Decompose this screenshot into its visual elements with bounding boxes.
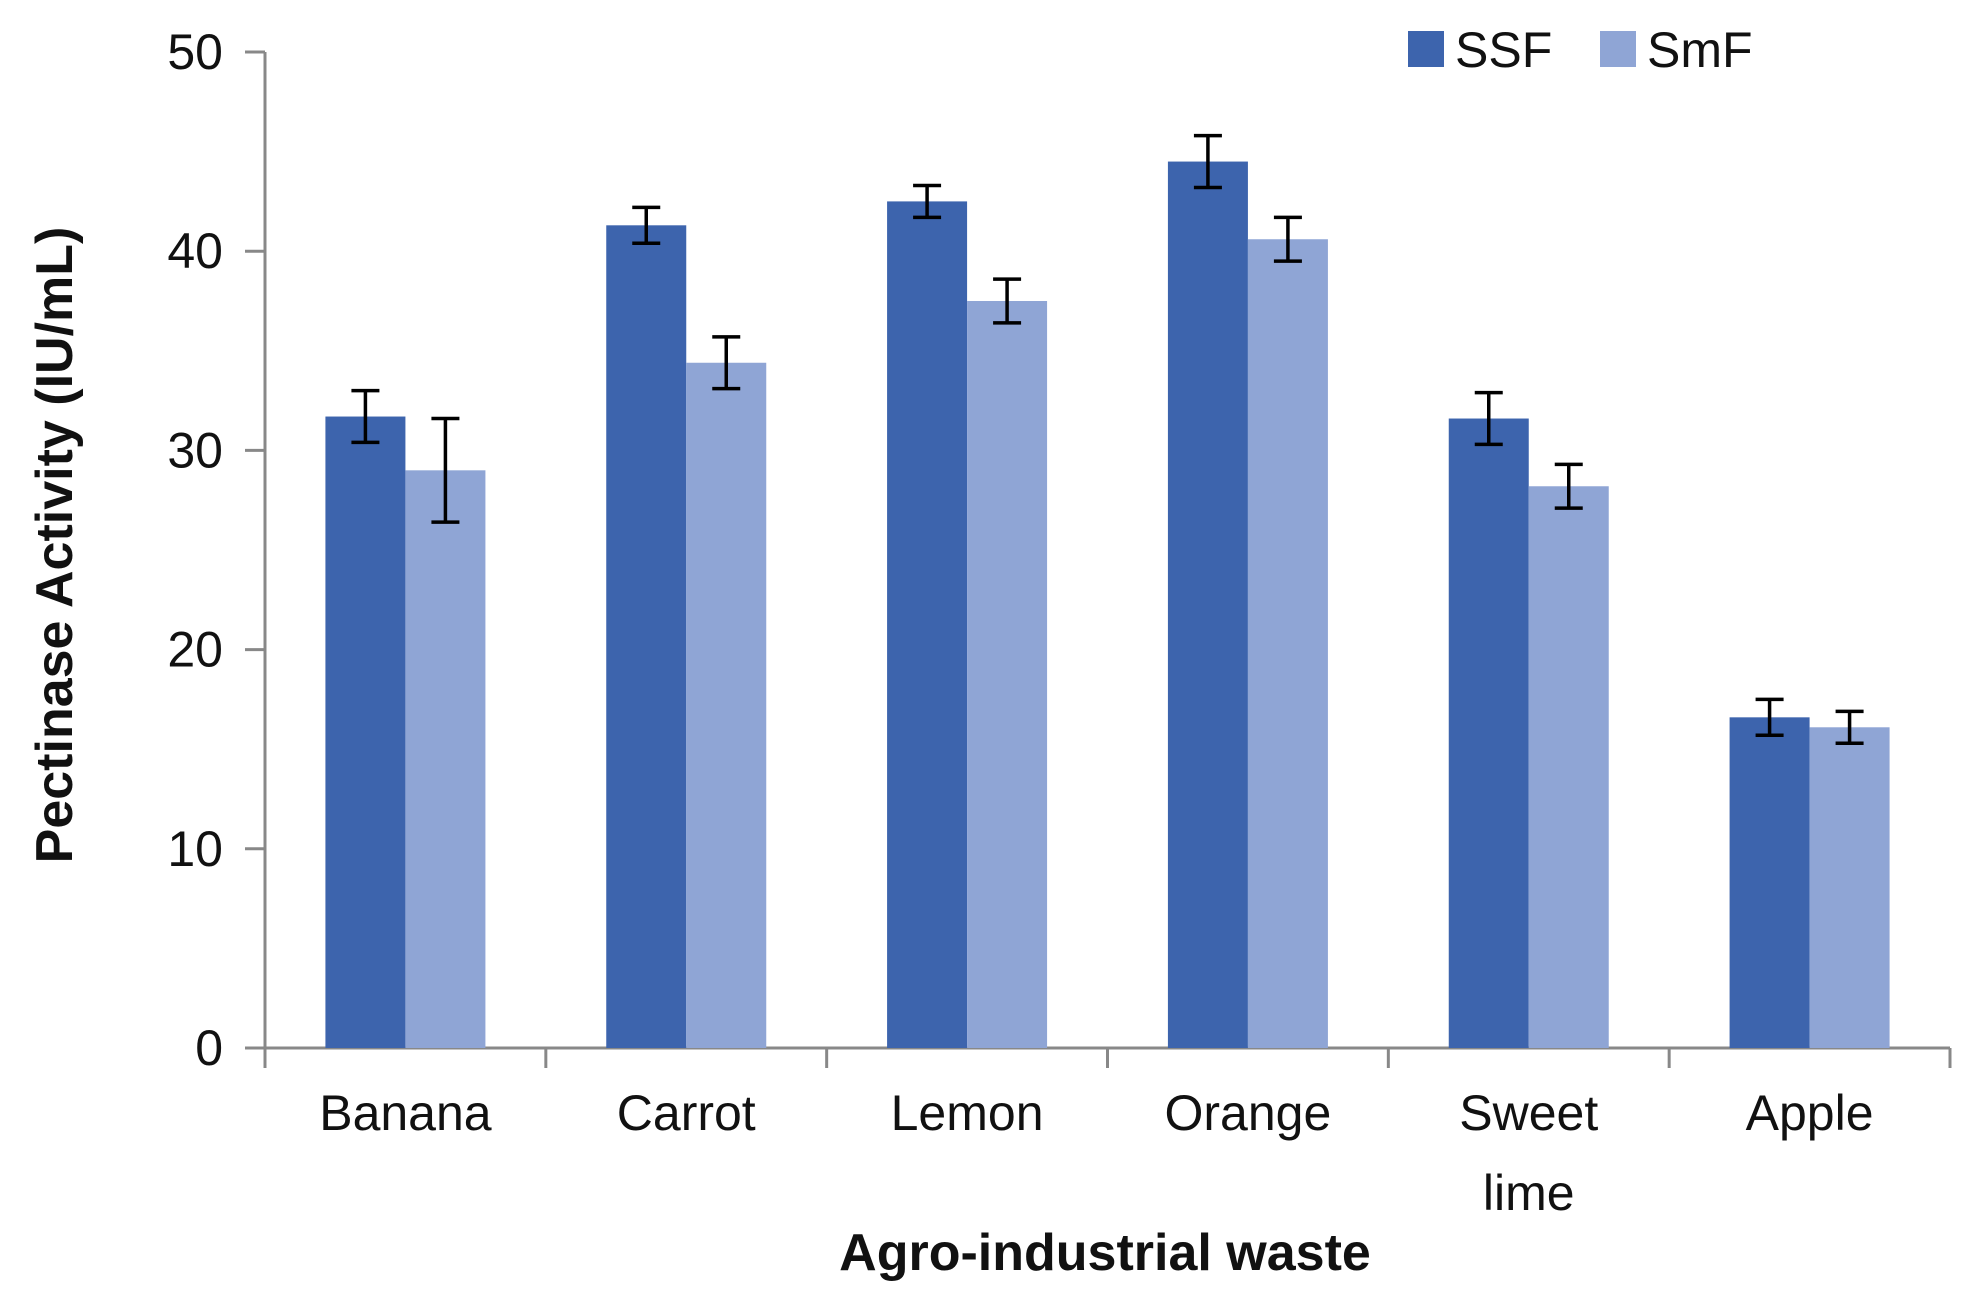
y-tick-label: 40	[167, 223, 223, 279]
bar-smf	[686, 362, 767, 1048]
bar-smf	[1247, 239, 1328, 1049]
x-tick-label: Apple	[1746, 1085, 1874, 1141]
x-tick-label: Lemon	[891, 1085, 1044, 1141]
y-tick-label: 20	[167, 622, 223, 678]
y-tick-label: 30	[167, 422, 223, 478]
bar-smf	[1528, 486, 1609, 1049]
y-tick-label: 10	[167, 821, 223, 877]
y-axis-title: Pectinase Activity (IU/mL)	[26, 227, 84, 864]
bar-smf	[1809, 727, 1890, 1048]
legend-swatch-ssf	[1408, 31, 1444, 67]
y-tick-label: 50	[167, 24, 223, 80]
x-tick-label: Carrot	[617, 1085, 756, 1141]
x-tick-label: Sweet lime	[1459, 1085, 1598, 1221]
bar-ssf	[887, 201, 968, 1048]
y-tick-label: 0	[195, 1020, 223, 1076]
labels: 0 10 20 30 40 50 Banana Carrot Lemon Orange Sweet l…	[167, 24, 1873, 1221]
x-tick-label: Orange	[1165, 1085, 1332, 1141]
legend: SSF SmF	[1408, 22, 1753, 78]
bar-ssf	[1448, 418, 1529, 1048]
bars	[325, 161, 1890, 1049]
error-bars	[351, 133, 1864, 745]
bar-ssf	[1167, 161, 1248, 1048]
bar-ssf	[325, 416, 406, 1048]
x-tick-label: Banana	[319, 1085, 492, 1141]
legend-swatch-smf	[1600, 31, 1636, 67]
legend-label-smf: SmF	[1647, 22, 1753, 78]
legend-label-ssf: SSF	[1455, 22, 1552, 78]
x-axis-title: Agro-industrial waste	[839, 1224, 1371, 1282]
axes	[245, 50, 1952, 1068]
bar-ssf	[606, 225, 687, 1048]
bar-smf	[967, 301, 1048, 1048]
bar-ssf	[1729, 717, 1810, 1048]
bar-smf	[405, 470, 486, 1048]
